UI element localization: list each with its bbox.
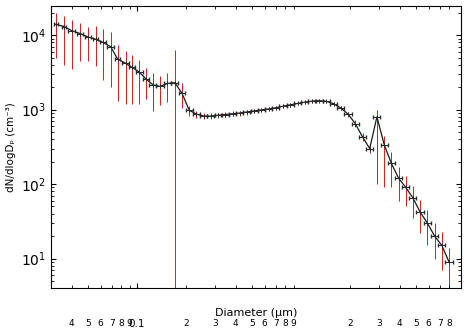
Text: 7: 7	[273, 319, 278, 328]
Text: 3: 3	[212, 319, 218, 328]
Text: 4: 4	[397, 319, 403, 328]
Text: 9: 9	[127, 319, 133, 328]
Text: 2: 2	[184, 319, 189, 328]
Text: 3: 3	[376, 319, 382, 328]
Text: 9: 9	[291, 319, 297, 328]
Text: 0.1: 0.1	[129, 319, 145, 329]
Text: 7: 7	[109, 319, 114, 328]
Text: 8: 8	[283, 319, 288, 328]
Text: 6: 6	[98, 319, 104, 328]
Text: 7: 7	[437, 319, 443, 328]
Text: 4: 4	[69, 319, 75, 328]
Text: 2: 2	[347, 319, 353, 328]
Text: 5: 5	[85, 319, 91, 328]
Text: 6: 6	[426, 319, 432, 328]
Text: 5: 5	[413, 319, 418, 328]
Text: 8: 8	[118, 319, 124, 328]
Text: 8: 8	[446, 319, 452, 328]
Text: 4: 4	[233, 319, 239, 328]
X-axis label: Diameter (μm): Diameter (μm)	[215, 307, 297, 318]
Text: 6: 6	[262, 319, 268, 328]
Y-axis label: dN/dlogDₚ (cm⁻³): dN/dlogDₚ (cm⁻³)	[6, 102, 15, 192]
Text: 5: 5	[249, 319, 255, 328]
